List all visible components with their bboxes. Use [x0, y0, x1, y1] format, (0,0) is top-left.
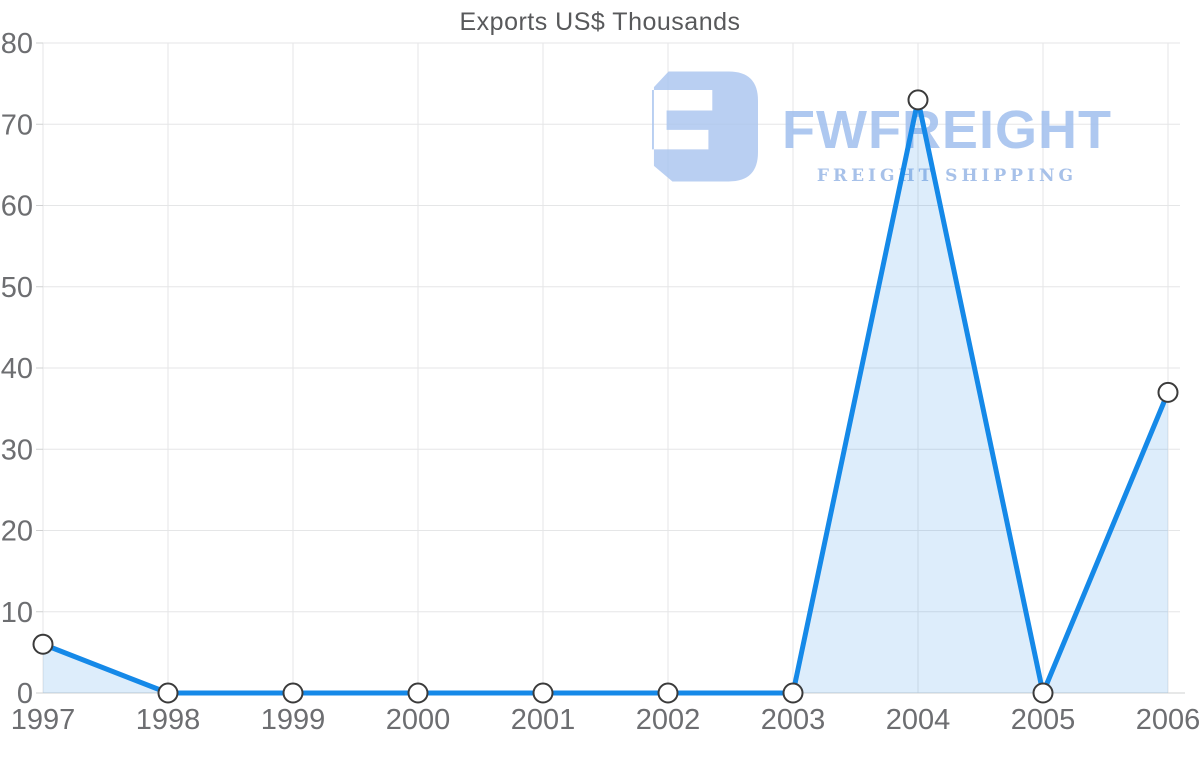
y-tick-label-80: 80: [1, 28, 33, 60]
y-tick-label-20: 20: [1, 516, 33, 548]
data-point-2002[interactable]: [657, 682, 679, 704]
x-tick-label-2003: 2003: [761, 704, 826, 736]
data-point-2000[interactable]: [407, 682, 429, 704]
data-point-2005[interactable]: [1032, 682, 1054, 704]
x-tick-label-2004: 2004: [886, 704, 951, 736]
y-tick-label-10: 10: [1, 597, 33, 629]
y-tick-label-50: 50: [1, 272, 33, 304]
x-tick-label-2001: 2001: [511, 704, 576, 736]
y-tick-label-0: 0: [17, 678, 33, 710]
x-tick-label-2000: 2000: [386, 704, 451, 736]
y-tick-label-60: 60: [1, 191, 33, 223]
data-point-2004[interactable]: [907, 89, 929, 111]
series-area: [43, 99, 1168, 693]
x-tick-label-1997: 1997: [11, 704, 76, 736]
data-point-1997[interactable]: [32, 633, 54, 655]
x-tick-label-1999: 1999: [261, 704, 326, 736]
series-line: [40, 97, 1171, 696]
x-tick-label-2006: 2006: [1136, 704, 1200, 736]
data-point-2001[interactable]: [532, 682, 554, 704]
data-point-2003[interactable]: [782, 682, 804, 704]
x-tick-label-2005: 2005: [1011, 704, 1076, 736]
data-point-2006[interactable]: [1157, 381, 1179, 403]
x-tick-label-2002: 2002: [636, 704, 701, 736]
x-tick-label-1998: 1998: [136, 704, 201, 736]
data-point-1998[interactable]: [157, 682, 179, 704]
data-point-1999[interactable]: [282, 682, 304, 704]
y-tick-label-70: 70: [1, 109, 33, 141]
y-tick-label-40: 40: [1, 353, 33, 385]
y-tick-label-30: 30: [1, 434, 33, 466]
